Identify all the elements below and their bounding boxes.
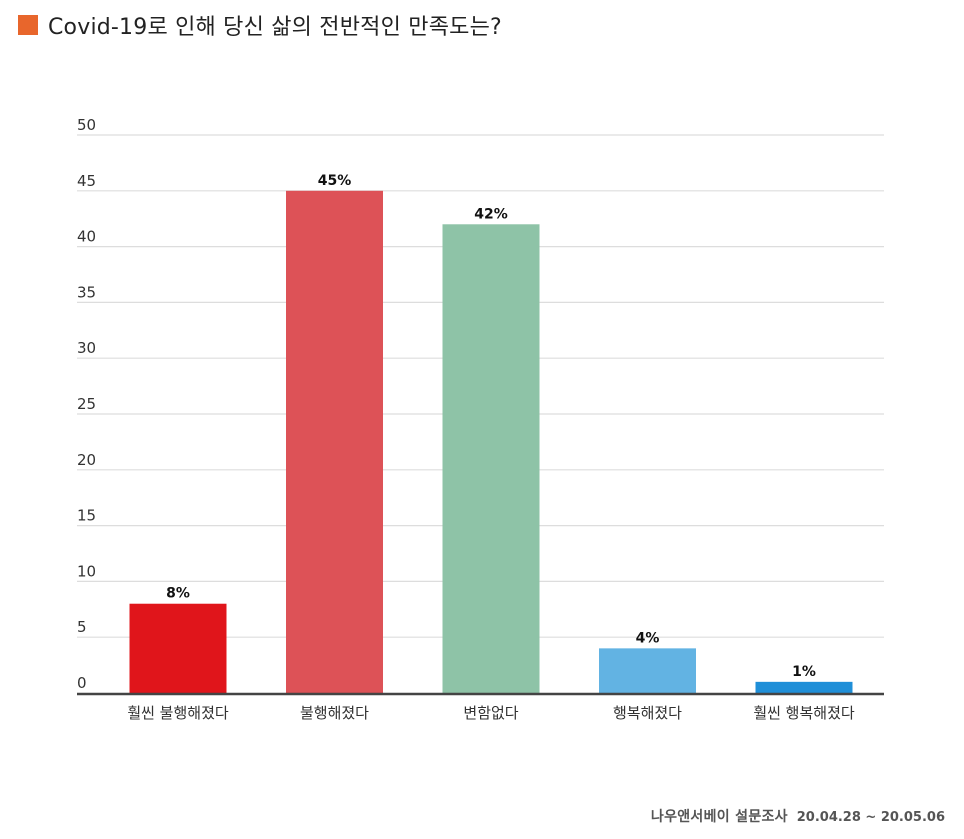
bar — [755, 681, 853, 693]
survey-period: 20.04.28 ~ 20.05.06 — [796, 810, 945, 825]
data-labels: 8% 45% 42% 4% 1% — [166, 173, 816, 680]
bar — [599, 648, 696, 693]
bar — [129, 603, 227, 693]
chart-title-row: Covid-19로 인해 당신 삶의 전반적인 만족도는? — [18, 10, 502, 40]
bar-value-label: 42% — [474, 206, 508, 222]
y-tick-label: 35 — [77, 283, 96, 301]
y-tick-label: 15 — [77, 507, 96, 525]
x-tick-label: 불행해졌다 — [300, 704, 369, 722]
x-tick-label: 훨씬 행복해졌다 — [753, 704, 855, 722]
y-tick-label: 20 — [77, 451, 96, 469]
chart-title: Covid-19로 인해 당신 삶의 전반적인 만족도는? — [48, 15, 502, 40]
y-tick-label: 25 — [77, 395, 96, 413]
y-tick-label: 40 — [77, 228, 96, 246]
bar-value-label: 45% — [318, 173, 352, 189]
x-tick-label: 훨씬 불행해졌다 — [127, 704, 229, 722]
bar — [286, 190, 383, 694]
y-tick-label: 50 — [77, 116, 96, 134]
y-tick-label: 0 — [77, 674, 87, 692]
y-tick-label: 10 — [77, 562, 96, 580]
y-axis-ticks: 0 5 10 15 20 25 30 35 40 45 50 — [77, 116, 96, 692]
survey-source: 나우앤서베이 설문조사 — [650, 809, 788, 825]
bar-value-label: 1% — [792, 664, 816, 680]
title-square-icon — [18, 15, 38, 35]
y-tick-label: 45 — [77, 172, 96, 190]
bars — [129, 190, 853, 694]
bar-value-label: 8% — [166, 586, 190, 602]
bar-value-label: 4% — [636, 630, 660, 646]
x-tick-label: 행복해졌다 — [613, 704, 682, 722]
source-note: 나우앤서베이 설문조사 20.04.28 ~ 20.05.06 — [651, 806, 945, 826]
x-axis-ticks: 훨씬 불행해졌다 불행해졌다 변함없다 행복해졌다 훨씬 행복해졌다 — [127, 704, 855, 722]
x-tick-label: 변함없다 — [463, 704, 518, 722]
bar — [442, 224, 540, 693]
y-tick-label: 5 — [77, 618, 87, 636]
y-tick-label: 30 — [77, 339, 96, 357]
